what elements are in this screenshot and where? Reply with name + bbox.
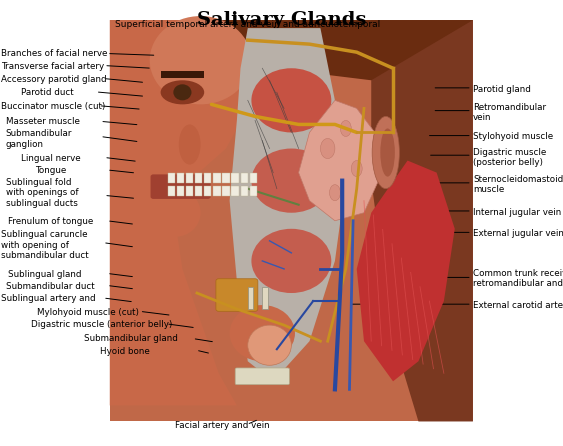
- Text: Sublingual gland: Sublingual gland: [8, 270, 82, 279]
- Bar: [160, 71, 204, 78]
- Text: Internal jugular vein: Internal jugular vein: [473, 208, 561, 217]
- Ellipse shape: [160, 80, 204, 104]
- Text: Accessory parotid gland: Accessory parotid gland: [1, 75, 106, 84]
- Text: External carotid artery: External carotid artery: [473, 301, 563, 310]
- Polygon shape: [110, 20, 273, 405]
- Bar: [168, 186, 175, 196]
- Bar: [186, 173, 193, 183]
- Bar: [240, 186, 248, 196]
- Ellipse shape: [173, 84, 191, 100]
- Bar: [204, 173, 212, 183]
- Ellipse shape: [341, 120, 351, 136]
- Ellipse shape: [248, 325, 292, 365]
- Bar: [248, 287, 253, 309]
- Bar: [240, 173, 248, 183]
- Bar: [222, 173, 230, 183]
- Text: Retromandibular
vein: Retromandibular vein: [473, 103, 546, 122]
- Bar: [204, 186, 212, 196]
- Text: Mylohyoid muscle (cut): Mylohyoid muscle (cut): [37, 308, 138, 317]
- Text: Superficial temporal artery and vein and auriculotemporal: Superficial temporal artery and vein and…: [115, 20, 381, 29]
- Text: Digastric muscle
(posterior belly): Digastric muscle (posterior belly): [473, 148, 546, 167]
- Ellipse shape: [252, 229, 331, 293]
- Bar: [177, 186, 184, 196]
- Bar: [231, 173, 239, 183]
- Bar: [222, 186, 230, 196]
- Polygon shape: [371, 20, 473, 421]
- Text: Digastric muscle (anterior belly): Digastric muscle (anterior belly): [31, 320, 172, 329]
- FancyBboxPatch shape: [235, 368, 289, 384]
- Bar: [213, 186, 221, 196]
- FancyBboxPatch shape: [216, 279, 258, 311]
- Text: Parotid gland: Parotid gland: [473, 85, 531, 94]
- Bar: [249, 173, 257, 183]
- Ellipse shape: [150, 16, 252, 104]
- Text: Branches of facial nerve: Branches of facial nerve: [1, 49, 107, 58]
- Ellipse shape: [150, 189, 200, 237]
- Text: Frenulum of tongue: Frenulum of tongue: [8, 217, 93, 226]
- Polygon shape: [298, 100, 378, 221]
- Ellipse shape: [179, 124, 200, 165]
- Bar: [249, 186, 257, 196]
- Polygon shape: [230, 28, 346, 381]
- Ellipse shape: [230, 305, 295, 361]
- Text: Facial artery and vein: Facial artery and vein: [175, 421, 269, 429]
- Bar: [262, 287, 268, 309]
- Text: Submandibular
ganglion: Submandibular ganglion: [6, 129, 72, 149]
- Bar: [231, 186, 239, 196]
- Text: Masseter muscle: Masseter muscle: [6, 117, 79, 126]
- Text: Lingual nerve: Lingual nerve: [21, 154, 81, 163]
- Text: Common trunk receiving facial,
retromandibular and lingual veins: Common trunk receiving facial, retromand…: [473, 269, 563, 289]
- Bar: [195, 186, 202, 196]
- Ellipse shape: [329, 185, 341, 201]
- Text: Hyoid bone: Hyoid bone: [100, 347, 150, 355]
- Bar: [110, 20, 473, 421]
- Ellipse shape: [351, 161, 362, 177]
- Bar: [168, 173, 175, 183]
- Text: Tongue: Tongue: [35, 166, 66, 175]
- Bar: [177, 173, 184, 183]
- Text: Parotid duct: Parotid duct: [21, 88, 74, 97]
- Text: Stylohyoid muscle: Stylohyoid muscle: [473, 132, 553, 141]
- Text: External jugular vein: External jugular vein: [473, 229, 563, 238]
- Ellipse shape: [372, 116, 399, 189]
- Text: Sublingual caruncle
with opening of
submandibular duct: Sublingual caruncle with opening of subm…: [1, 231, 88, 260]
- Text: Submandibular duct: Submandibular duct: [6, 282, 94, 291]
- Ellipse shape: [252, 68, 331, 132]
- Text: Sublingual artery and: Sublingual artery and: [1, 294, 95, 303]
- Ellipse shape: [320, 138, 335, 158]
- Bar: [195, 173, 202, 183]
- Ellipse shape: [252, 149, 331, 213]
- Text: Sublingual fold
with openings of
sublingual ducts: Sublingual fold with openings of subling…: [6, 178, 78, 207]
- FancyBboxPatch shape: [150, 174, 211, 199]
- Text: Transverse facial artery: Transverse facial artery: [1, 62, 104, 70]
- Text: Submandibular gland: Submandibular gland: [84, 334, 178, 343]
- Polygon shape: [212, 20, 473, 80]
- Ellipse shape: [381, 128, 395, 177]
- Text: Salivary Glands: Salivary Glands: [197, 11, 366, 29]
- Text: Buccinator muscle (cut): Buccinator muscle (cut): [1, 102, 105, 111]
- Text: Sternocleidomastoid
muscle: Sternocleidomastoid muscle: [473, 175, 563, 194]
- Polygon shape: [357, 161, 455, 381]
- Bar: [186, 186, 193, 196]
- Bar: [213, 173, 221, 183]
